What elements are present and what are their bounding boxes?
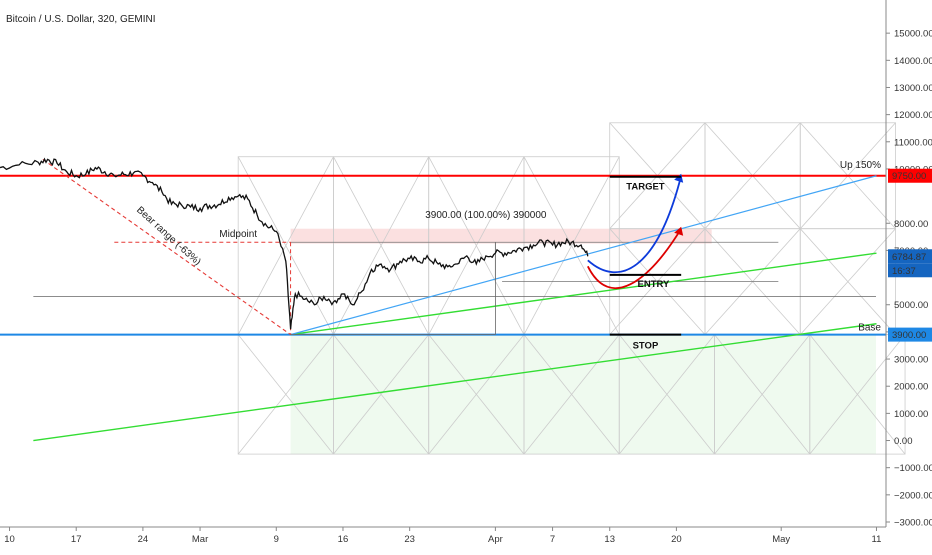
bullish-path-blue (587, 175, 683, 274)
grid-left-24-diag-b (237, 156, 334, 335)
entry-label: ENTRY (638, 279, 671, 290)
y-tick-label: −3000.00 (894, 518, 932, 529)
stop-label: STOP (633, 341, 659, 352)
grid-bottom-34-diag-b (333, 334, 430, 455)
base-price-badge (888, 327, 932, 342)
last-price-badge (888, 249, 932, 264)
y-tick-label: 2000.00 (894, 382, 928, 393)
y-tick-label: −2000.00 (894, 490, 932, 501)
grid-bottom-64-diag-b (618, 334, 715, 455)
red-arrowhead (674, 226, 684, 236)
grid-bottom-54-diag-b (523, 334, 620, 455)
annotations-layer: TARGET ENTRY STOP 3900.00 (100.00%) 390000 M… (134, 160, 881, 352)
y-tick-label: 5000.00 (894, 300, 928, 311)
chart-title: Bitcoin / U.S. Dollar, 320, GEMINI (6, 14, 156, 25)
grid-bottom-44-diag-b (428, 334, 525, 455)
price-line (0, 157, 589, 330)
price-layer (0, 157, 589, 330)
y-tick-label: 12000.00 (894, 110, 932, 121)
grid-bottom-24-diag-b (237, 334, 334, 455)
upper-green-trend (290, 252, 877, 336)
blue-trend (290, 175, 877, 336)
target-label: TARGET (626, 182, 665, 193)
x-tick-label: 11 (872, 534, 882, 545)
grid-bottom-74-diag-b (714, 334, 811, 455)
grid-left-34-diag-b (333, 156, 430, 335)
bear-range-label: Bear range (-63%) (134, 205, 202, 268)
target-price-badge-label: 9750.00 (892, 171, 926, 182)
x-tick-label: 9 (274, 534, 279, 545)
x-tick-label: Apr (488, 534, 503, 545)
up-150-label: Up 150% (840, 160, 881, 171)
y-tick-label: 13000.00 (894, 83, 932, 94)
y-tick-label: 8000.00 (894, 219, 928, 230)
lower-green-trend (33, 323, 877, 442)
y-tick-label: 14000.00 (894, 56, 932, 67)
x-axis: 10 17 24 Mar 9 16 23 Apr 7 13 20 May 11 (0, 526, 886, 545)
last-price-time-badge-label: 16:37 (892, 266, 916, 277)
x-tick-label: 23 (404, 534, 415, 545)
y-tick-label: 1000.00 (894, 409, 928, 420)
y-tick-label: 0.00 (894, 436, 913, 447)
x-tick-label: 13 (604, 534, 615, 545)
x-tick-label: 7 (550, 534, 555, 545)
x-tick-label: 20 (671, 534, 682, 545)
x-tick-label: May (772, 534, 790, 545)
last-price-badge-label: 6784.87 (892, 252, 926, 263)
x-tick-label: 10 (4, 534, 15, 545)
measure-label: 3900.00 (100.00%) 390000 (425, 210, 547, 221)
grid-left-54-diag-b (523, 156, 620, 335)
bullish-path-red (587, 228, 682, 289)
y-tick-label: 15000.00 (894, 29, 932, 40)
pink-zone (290, 228, 712, 244)
trend-lines-layer (0, 158, 886, 442)
base-label: Base (858, 323, 881, 334)
x-tick-label: 17 (71, 534, 82, 545)
target-price-badge (888, 168, 932, 183)
last-price-time-badge (888, 263, 932, 278)
y-tick-label: 11000.00 (894, 137, 932, 148)
y-tick-label: −1000.00 (894, 463, 932, 474)
x-tick-label: 24 (138, 534, 149, 545)
x-tick-label: Mar (192, 534, 208, 545)
y-tick-label: 3000.00 (894, 355, 928, 366)
grid-bottom-84-diag-b (809, 334, 906, 455)
midpoint-label: Midpoint (219, 229, 257, 240)
zones-layer (290, 228, 876, 455)
grid-right-mid-83-diag-b (799, 228, 896, 335)
bear-range-line (42, 158, 291, 336)
y-axis: 15000.00 14000.00 13000.00 12000.00 11000.00… (885, 0, 932, 529)
x-tick-label: 16 (338, 534, 349, 545)
base-price-badge-label: 3900.00 (892, 330, 926, 341)
green-zone (290, 334, 876, 455)
